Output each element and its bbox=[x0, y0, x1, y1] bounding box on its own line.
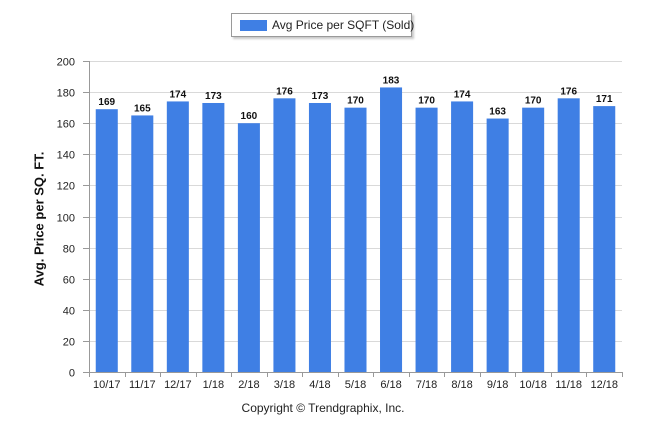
data-label: 183 bbox=[383, 75, 400, 86]
y-tick-label: 160 bbox=[57, 119, 75, 131]
data-labels: 169 165 174 173 160 176 173 170 183 170 174 163 170 1… bbox=[98, 75, 613, 122]
data-label: 174 bbox=[454, 89, 471, 100]
x-tick-label: 9/18 bbox=[487, 379, 508, 391]
copyright-text: Copyright © Trendgraphix, Inc. bbox=[241, 401, 405, 415]
x-tick-label: 10/17 bbox=[93, 379, 121, 391]
data-label: 173 bbox=[205, 91, 222, 102]
bar-10-18 bbox=[522, 107, 545, 373]
x-tick-label: 11/17 bbox=[129, 379, 156, 391]
data-label: 170 bbox=[347, 96, 364, 107]
bar-5-18 bbox=[344, 107, 367, 373]
y-tick-label: 40 bbox=[63, 306, 75, 318]
data-label: 165 bbox=[134, 103, 151, 114]
data-label: 171 bbox=[596, 94, 613, 105]
data-label: 176 bbox=[560, 86, 577, 97]
y-axis-label: Avg. Price per SQ. FT. bbox=[31, 151, 47, 287]
y-tick-label: 20 bbox=[63, 337, 75, 349]
x-tick-label: 7/18 bbox=[416, 379, 437, 391]
y-tick-label: 60 bbox=[63, 275, 75, 287]
y-tick-label: 200 bbox=[57, 57, 75, 69]
bar-3-18 bbox=[273, 98, 296, 372]
bar-7-18 bbox=[415, 107, 438, 373]
x-tick-labels: 10/17 11/17 12/17 1/18 2/18 3/18 4/18 5/18 6/18 7… bbox=[93, 379, 618, 391]
y-tick-label: 0 bbox=[69, 368, 75, 380]
legend[interactable]: Avg Price per SQFT (Sold) bbox=[231, 13, 415, 37]
bars bbox=[95, 87, 616, 373]
data-label: 163 bbox=[489, 107, 506, 118]
bar-8-18 bbox=[451, 101, 474, 373]
data-label: 169 bbox=[98, 97, 115, 108]
bar-12-18 bbox=[593, 106, 616, 372]
bar-11-17 bbox=[131, 115, 154, 373]
bar-9-18 bbox=[486, 118, 509, 372]
bar-12-17 bbox=[166, 101, 189, 373]
bar-10-17 bbox=[95, 109, 118, 372]
x-tick-label: 11/18 bbox=[555, 379, 582, 391]
axes bbox=[83, 61, 623, 377]
y-tick-labels: 0 20 40 60 80 100 120 140 160 180 200 bbox=[57, 57, 75, 380]
bar-1-18 bbox=[202, 102, 225, 373]
bar-4-18 bbox=[308, 102, 331, 373]
x-tick-label: 2/18 bbox=[238, 379, 259, 391]
bar-2-18 bbox=[237, 123, 260, 372]
data-label: 174 bbox=[169, 89, 186, 100]
legend-label: Avg Price per SQFT (Sold) bbox=[272, 18, 415, 32]
x-tick-label: 5/18 bbox=[345, 379, 366, 391]
x-tick-label: 8/18 bbox=[451, 379, 472, 391]
x-tick-label: 12/18 bbox=[590, 379, 618, 391]
data-label: 170 bbox=[525, 96, 542, 107]
data-label: 176 bbox=[276, 86, 293, 97]
data-label: 173 bbox=[312, 91, 329, 102]
bar-11-18 bbox=[557, 98, 580, 372]
legend-swatch bbox=[240, 20, 267, 31]
data-label: 170 bbox=[418, 96, 435, 107]
y-tick-label: 80 bbox=[63, 244, 75, 256]
data-label: 160 bbox=[241, 111, 258, 122]
x-tick-label: 12/17 bbox=[164, 379, 192, 391]
x-tick-label: 3/18 bbox=[274, 379, 295, 391]
x-tick-label: 1/18 bbox=[203, 379, 224, 391]
x-tick-label: 6/18 bbox=[380, 379, 401, 391]
y-tick-label: 120 bbox=[57, 181, 75, 193]
x-tick-label: 10/18 bbox=[519, 379, 547, 391]
y-tick-label: 180 bbox=[57, 88, 75, 100]
x-tick-label: 4/18 bbox=[309, 379, 330, 391]
y-tick-label: 100 bbox=[57, 213, 75, 225]
bar-6-18 bbox=[380, 87, 403, 372]
y-tick-label: 140 bbox=[57, 150, 75, 162]
